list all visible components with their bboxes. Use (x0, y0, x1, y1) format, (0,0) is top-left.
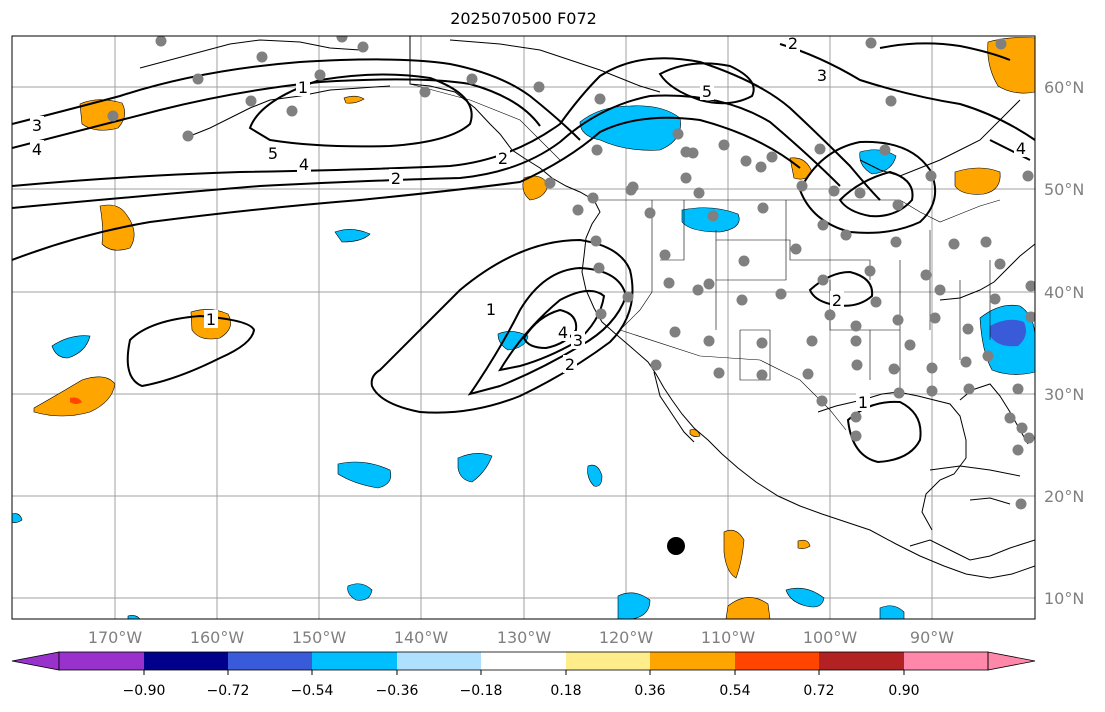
lat-tick: 10°N (1044, 589, 1084, 608)
svg-text:5: 5 (268, 144, 278, 163)
anomaly-contours (12, 42, 1035, 464)
svg-text:4: 4 (299, 155, 309, 174)
colorbar-tick: 0.90 (888, 683, 919, 699)
colorbar-tick: 0.54 (719, 683, 750, 699)
colorbar-tick: −0.18 (460, 683, 503, 699)
svg-text:4: 4 (32, 140, 42, 159)
lat-tick: 60°N (1044, 78, 1084, 97)
grid-lines (12, 36, 1035, 619)
colorbar-segment (481, 652, 566, 670)
colorbar-tick: 0.36 (634, 683, 665, 699)
colorbar-tick: 0.18 (550, 683, 581, 699)
colorbar-segment (228, 652, 312, 670)
colorbar-segment (566, 652, 650, 670)
colorbar: −0.90 −0.72 −0.54 −0.36 −0.18 0.18 0.36 … (11, 651, 1036, 699)
svg-text:3: 3 (32, 116, 42, 135)
colorbar-segment (312, 652, 397, 670)
colorbar-tick: −0.72 (207, 683, 250, 699)
lon-tick: 100°W (803, 628, 858, 647)
colorbar-max-extend (987, 651, 1036, 671)
svg-text:2: 2 (832, 291, 842, 310)
longitude-tick-labels: 170°W 160°W 150°W 140°W 130°W 120°W 110°… (88, 628, 954, 647)
lat-tick: 30°N (1044, 385, 1084, 404)
svg-text:4: 4 (1016, 139, 1026, 158)
lat-tick: 50°N (1044, 180, 1084, 199)
colorbar-segment (650, 652, 735, 670)
lon-tick: 90°W (910, 628, 954, 647)
svg-text:2: 2 (565, 355, 575, 374)
lon-tick: 150°W (292, 628, 347, 647)
lon-tick: 140°W (394, 628, 449, 647)
colorbar-min-extend (11, 651, 60, 671)
mid-negative-fill (990, 319, 1026, 347)
colorbar-segment (819, 652, 904, 670)
positive-anomaly-fills (33, 37, 1035, 619)
svg-text:3: 3 (817, 66, 827, 85)
lon-tick: 160°W (190, 628, 245, 647)
svg-text:3: 3 (573, 331, 583, 350)
svg-text:2: 2 (391, 169, 401, 188)
colorbar-tick: −0.54 (291, 683, 334, 699)
lon-tick: 170°W (88, 628, 143, 647)
latitude-tick-labels: 60°N 50°N 40°N 30°N 20°N 10°N (1044, 78, 1084, 608)
colorbar-segment (904, 652, 988, 670)
svg-text:1: 1 (206, 310, 216, 329)
colorbar-segment (735, 652, 819, 670)
lon-tick: 120°W (599, 628, 654, 647)
svg-text:1: 1 (298, 78, 308, 97)
lat-tick: 20°N (1044, 487, 1084, 506)
colorbar-tick: −0.90 (123, 683, 166, 699)
contour-labels: 3 4 5 4 2 1 1 4 3 2 2 1 5 3 2 2 4 1 (30, 34, 1028, 412)
lon-tick: 110°W (701, 628, 756, 647)
map-frame (11, 35, 1036, 620)
negative-anomaly-fills (12, 105, 1035, 619)
colorbar-segment (59, 652, 144, 670)
lon-tick: 130°W (497, 628, 552, 647)
svg-text:5: 5 (702, 82, 712, 101)
colorbar-tick: 0.72 (803, 683, 834, 699)
svg-text:2: 2 (498, 149, 508, 168)
colorbar-segment (144, 652, 228, 670)
svg-text:2: 2 (788, 34, 798, 53)
coastlines (139, 36, 1035, 579)
highlighted-station (667, 537, 685, 555)
svg-text:4: 4 (558, 323, 568, 342)
svg-text:1: 1 (858, 393, 868, 412)
political-borders (409, 83, 1001, 431)
colorbar-segment (397, 652, 481, 670)
map-title: 2025070500 F072 (450, 9, 597, 28)
lat-tick: 40°N (1044, 283, 1084, 302)
station-markers (107, 36, 1035, 510)
svg-text:1: 1 (486, 300, 496, 319)
colorbar-tick: −0.36 (376, 683, 419, 699)
strong-positive-fill (70, 397, 82, 404)
